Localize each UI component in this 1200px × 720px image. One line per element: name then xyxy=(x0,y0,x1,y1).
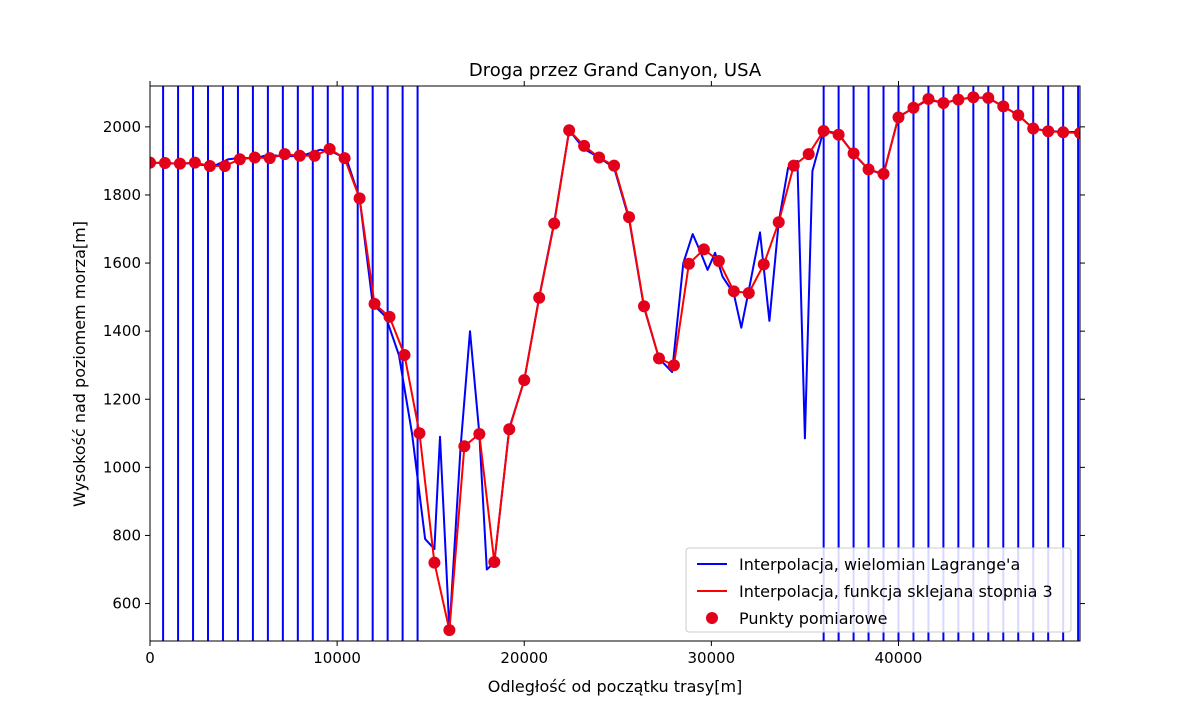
measurement-point xyxy=(667,359,680,372)
chart-title: Droga przez Grand Canyon, USA xyxy=(469,60,762,81)
x-tick-label: 30000 xyxy=(688,649,736,667)
x-tick-label: 10000 xyxy=(313,649,361,667)
measurement-point xyxy=(473,427,486,440)
legend-symbol xyxy=(706,612,718,624)
y-tick-label: 1400 xyxy=(103,322,141,340)
measurement-point xyxy=(548,217,561,230)
measurement-point xyxy=(742,287,755,300)
measurement-point xyxy=(293,149,306,162)
y-tick-label: 800 xyxy=(112,526,141,544)
measurement-point xyxy=(682,257,695,270)
measurement-point xyxy=(1057,126,1070,139)
measurement-point xyxy=(982,91,995,104)
measurement-point xyxy=(503,423,516,436)
measurement-point xyxy=(188,156,201,169)
measurement-point xyxy=(578,139,591,152)
measurement-point xyxy=(892,111,905,124)
measurement-point xyxy=(772,216,785,229)
measurement-point xyxy=(907,101,920,114)
measurement-point xyxy=(623,211,636,224)
measurement-point xyxy=(563,124,576,137)
measurement-point xyxy=(488,556,501,569)
axes: 0 10000 20000 30000 40000 600 800 1000 1200 1400 1… xyxy=(103,81,1085,667)
x-tick-label: 20000 xyxy=(500,649,548,667)
measurement-point xyxy=(652,352,665,365)
measurement-point xyxy=(1074,126,1080,139)
measurement-point xyxy=(458,440,471,453)
x-tick-label: 40000 xyxy=(875,649,923,667)
measurement-point xyxy=(862,163,875,176)
measurement-point xyxy=(353,192,366,205)
measurement-point xyxy=(383,310,396,323)
measurement-point xyxy=(593,151,606,164)
measurement-point xyxy=(308,149,321,162)
measurement-point xyxy=(338,152,351,165)
legend: Interpolacja, wielomian Lagrange'a Interp… xyxy=(685,547,1072,633)
measurement-point xyxy=(1012,109,1025,122)
measurement-point xyxy=(967,91,980,104)
measurement-point xyxy=(787,159,800,172)
measurement-point xyxy=(608,159,621,172)
measurement-point xyxy=(323,142,336,155)
measurement-point xyxy=(218,160,231,173)
y-tick-label: 1000 xyxy=(103,458,141,476)
measurement-point xyxy=(877,167,890,180)
measurement-point xyxy=(203,160,216,173)
measurement-point xyxy=(1042,125,1055,138)
measurement-point xyxy=(638,300,651,313)
measurement-point xyxy=(278,148,291,161)
y-tick-label: 2000 xyxy=(103,118,141,136)
measurement-point xyxy=(398,348,411,361)
legend-label: Interpolacja, wielomian Lagrange'a xyxy=(739,555,1020,574)
legend-label: Punkty pomiarowe xyxy=(739,609,887,628)
measurement-point xyxy=(1027,122,1040,135)
measurement-point xyxy=(518,374,531,387)
measurement-point xyxy=(712,255,725,268)
y-tick-label: 600 xyxy=(112,595,141,613)
y-tick-label: 1200 xyxy=(103,390,141,408)
measurement-point xyxy=(233,153,246,166)
measurement-point xyxy=(697,243,710,256)
measurement-point xyxy=(413,427,426,440)
measurement-point xyxy=(802,148,815,161)
measurement-point xyxy=(937,97,950,110)
measurement-point xyxy=(997,100,1010,113)
measurement-point xyxy=(443,624,456,637)
measurement-point xyxy=(263,152,276,165)
x-tick-label: 0 xyxy=(145,649,155,667)
x-axis-label: Odległość od początku trasy[m] xyxy=(488,677,743,696)
y-tick-label: 1600 xyxy=(103,254,141,272)
axes-frame xyxy=(149,85,1081,642)
measurement-point xyxy=(428,556,441,569)
y-tick-label: 1800 xyxy=(103,186,141,204)
measurement-point xyxy=(173,157,186,170)
measurement-point xyxy=(150,156,156,169)
legend-label: Interpolacja, funkcja sklejana stopnia 3 xyxy=(739,582,1053,601)
measurement-point xyxy=(832,128,845,141)
measurement-point xyxy=(368,297,381,310)
legend-box xyxy=(685,547,1072,633)
measurement-point xyxy=(727,285,740,298)
measurement-point xyxy=(952,93,965,106)
measurement-point xyxy=(158,156,171,169)
measurement-point xyxy=(847,147,860,160)
measurement-point xyxy=(248,151,261,164)
y-axis-label: Wysokość nad poziomem morza[m] xyxy=(70,221,89,507)
measurement-point xyxy=(533,291,546,304)
measurement-point xyxy=(757,258,770,271)
measurement-point xyxy=(817,124,830,137)
measurement-point xyxy=(922,92,935,105)
